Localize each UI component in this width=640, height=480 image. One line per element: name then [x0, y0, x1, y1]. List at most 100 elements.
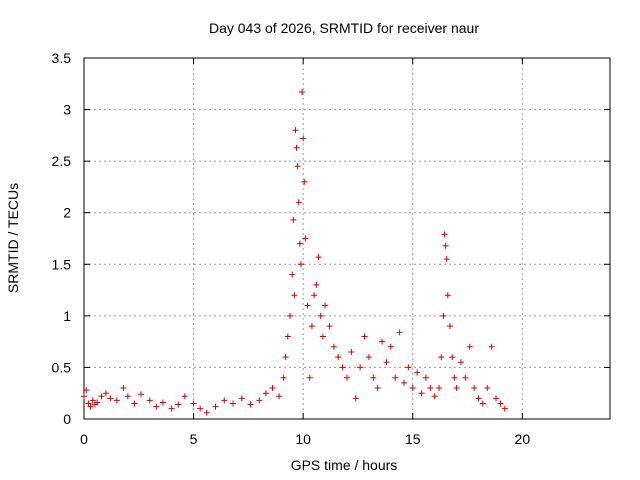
data-point — [438, 354, 445, 361]
x-tick-label: 20 — [515, 431, 531, 447]
data-point — [137, 391, 144, 398]
data-point — [374, 385, 381, 392]
data-point — [383, 359, 390, 366]
data-point — [247, 401, 254, 408]
data-point — [287, 312, 294, 319]
x-tick-label: 0 — [80, 431, 88, 447]
data-point — [302, 235, 309, 242]
data-point — [181, 393, 188, 400]
data-point — [197, 405, 204, 412]
data-point — [451, 374, 458, 381]
data-point — [357, 364, 364, 371]
data-point — [422, 374, 429, 381]
data-point — [443, 256, 450, 263]
data-point — [98, 393, 105, 400]
data-point — [238, 395, 245, 402]
data-point — [330, 343, 337, 350]
y-tick-label: 1.5 — [52, 256, 72, 272]
data-point — [269, 385, 276, 392]
y-tick-label: 0.5 — [52, 359, 72, 375]
data-point — [405, 364, 412, 371]
data-point — [297, 261, 304, 268]
data-point — [387, 343, 394, 350]
data-point — [501, 405, 508, 412]
data-point — [308, 323, 315, 330]
data-point — [87, 403, 94, 410]
data-point — [322, 302, 329, 309]
data-point — [488, 343, 495, 350]
data-point — [190, 400, 197, 407]
data-point — [319, 333, 326, 340]
data-point — [339, 364, 346, 371]
data-point — [311, 292, 318, 299]
data-point — [436, 385, 443, 392]
data-point — [282, 354, 289, 361]
data-point — [168, 405, 175, 412]
data-point — [289, 271, 296, 278]
data-point — [449, 354, 456, 361]
data-point — [94, 399, 101, 406]
data-points — [81, 89, 508, 416]
data-point — [301, 178, 308, 185]
data-point — [427, 385, 434, 392]
data-point — [441, 231, 448, 238]
data-point — [304, 302, 311, 309]
data-point — [262, 390, 269, 397]
data-point — [306, 374, 313, 381]
x-tick-label: 10 — [295, 431, 311, 447]
data-point — [296, 240, 303, 247]
data-point — [497, 400, 504, 407]
data-point — [81, 393, 87, 400]
data-point — [291, 292, 298, 299]
y-tick-label: 1 — [63, 308, 71, 324]
data-point — [479, 400, 486, 407]
data-point — [83, 387, 90, 394]
data-point — [293, 144, 300, 151]
data-point — [466, 343, 473, 350]
data-point — [396, 329, 403, 336]
data-point — [344, 374, 350, 381]
data-point — [453, 385, 460, 392]
data-point — [124, 393, 131, 400]
data-point — [280, 374, 287, 381]
data-point — [400, 379, 407, 386]
data-point — [440, 312, 447, 319]
data-point — [159, 399, 166, 406]
data-point — [153, 403, 160, 410]
data-point — [335, 354, 342, 361]
data-point — [131, 400, 138, 407]
data-point — [175, 401, 182, 408]
data-point — [457, 359, 464, 366]
data-point — [315, 254, 322, 261]
data-point — [120, 385, 127, 392]
data-point — [442, 242, 449, 249]
data-point — [276, 393, 283, 400]
data-point — [294, 163, 301, 170]
data-point — [284, 333, 291, 340]
data-point — [444, 292, 451, 299]
data-point — [447, 323, 454, 330]
data-point — [471, 385, 478, 392]
data-point — [409, 385, 416, 392]
data-point — [431, 393, 438, 400]
data-point — [102, 390, 109, 397]
y-tick-label: 3.5 — [52, 50, 72, 66]
axis-ticks: 0 5 10 15 20 0 0.5 1 1.5 2 2.5 3 3.5 — [52, 50, 610, 447]
data-point — [414, 369, 421, 376]
y-tick-label: 2.5 — [52, 153, 72, 169]
data-point — [256, 397, 263, 404]
y-tick-label: 3 — [63, 102, 71, 118]
data-point — [89, 397, 96, 404]
y-tick-label: 2 — [63, 205, 71, 221]
x-tick-label: 15 — [405, 431, 421, 447]
data-point — [348, 348, 355, 355]
y-axis-label: SRMTID / TECUs — [5, 183, 21, 293]
data-point — [221, 397, 228, 404]
data-point — [392, 374, 399, 381]
data-point — [146, 397, 153, 404]
chart-title: Day 043 of 2026, SRMTID for receiver nau… — [209, 20, 479, 36]
data-point — [361, 333, 368, 340]
grid-lines — [84, 58, 610, 419]
